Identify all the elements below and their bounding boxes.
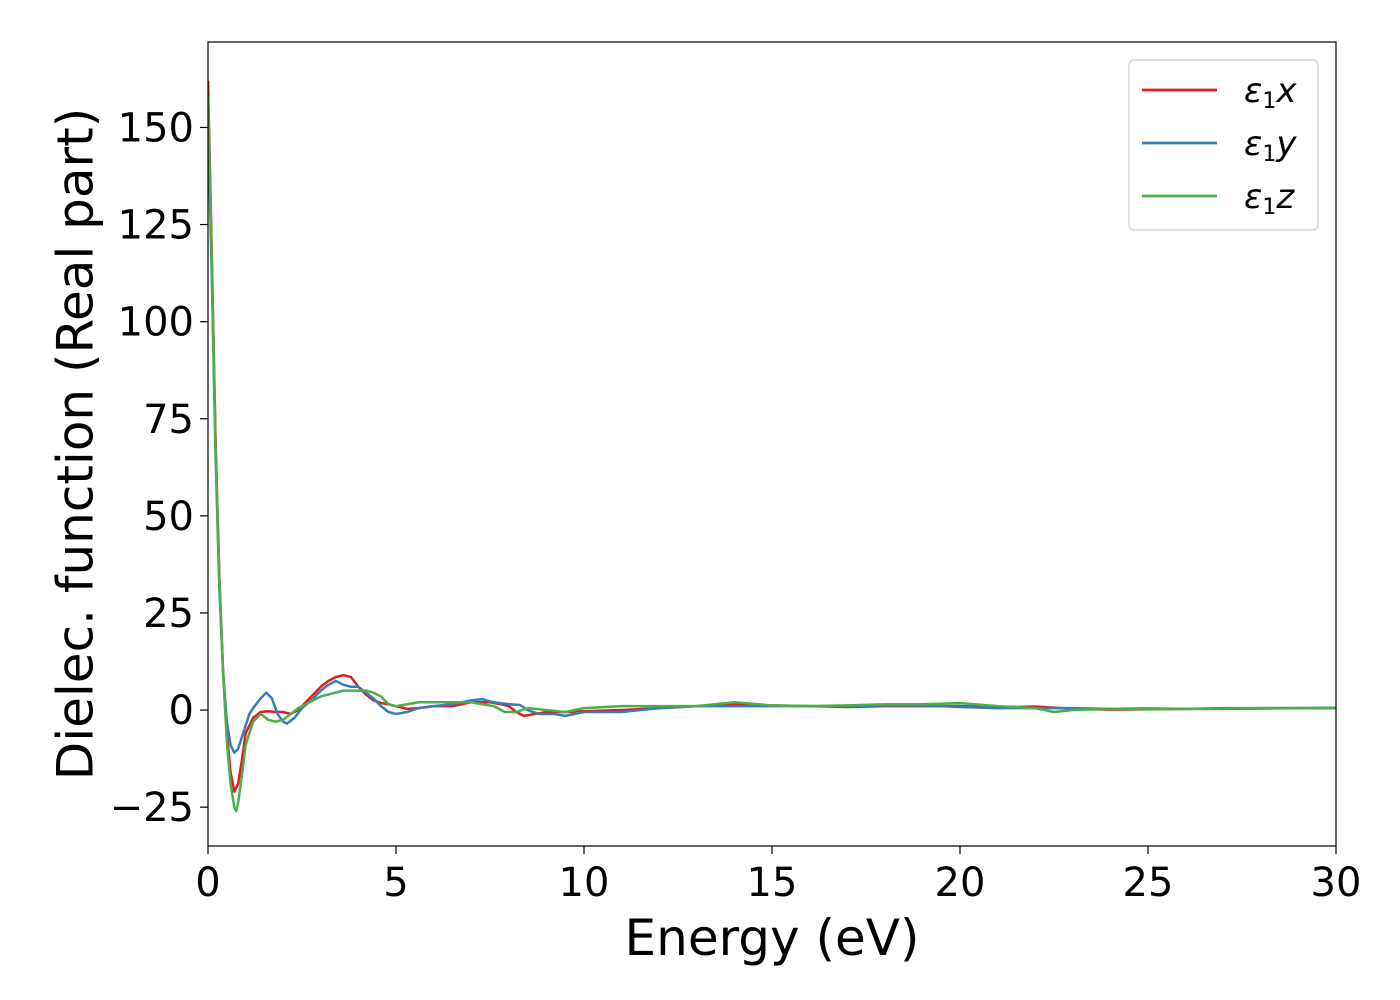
x-tick-label: 25 — [1123, 860, 1174, 906]
legend: ε1x ε1y ε1z — [1128, 59, 1319, 231]
y-tick-label: 150 — [118, 105, 194, 151]
y-tick-label: 25 — [143, 591, 194, 637]
y-tick-label: 125 — [118, 203, 194, 249]
x-tick-label: 30 — [1311, 860, 1362, 906]
legend-label: ε1z — [1244, 177, 1295, 220]
y-axis-label: Dielec. function (Real part) — [47, 108, 105, 780]
legend-item-z: ε1z — [1142, 177, 1295, 220]
legend-label: ε1y — [1244, 124, 1297, 167]
x-tick-label: 15 — [747, 860, 798, 906]
legend-item-y: ε1y — [1142, 124, 1297, 167]
y-tick-label: 100 — [118, 300, 194, 346]
x-axis-label: Energy (eV) — [625, 909, 920, 967]
y-tick-label: 75 — [143, 397, 194, 443]
y-tick-label: 50 — [143, 494, 194, 540]
legend-item-x: ε1x — [1142, 71, 1297, 114]
x-tick-label: 10 — [559, 860, 610, 906]
x-tick-label: 20 — [935, 860, 986, 906]
x-axis: 0 5 10 15 20 25 30 — [195, 846, 1361, 906]
series-layer — [208, 80, 1336, 813]
legend-label: ε1x — [1244, 71, 1297, 114]
series-line-z — [208, 96, 1336, 813]
y-tick-label: −25 — [110, 785, 194, 831]
x-tick-label: 5 — [383, 860, 408, 906]
y-axis: −25 0 25 50 75 100 125 150 — [110, 105, 208, 831]
y-tick-label: 0 — [169, 688, 194, 734]
plot-area — [207, 41, 1337, 847]
legend-box — [1128, 59, 1319, 231]
x-tick-label: 0 — [195, 860, 220, 906]
